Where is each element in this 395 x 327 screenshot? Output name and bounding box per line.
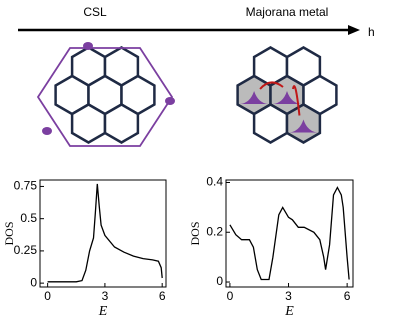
- y-axis-label: DOS: [188, 221, 202, 245]
- majorana-label: Majorana metal: [246, 5, 329, 19]
- plot-frame: [39, 179, 167, 288]
- hexagon: [103, 103, 140, 144]
- y-tick-label: 0.5: [20, 211, 37, 225]
- x-axis-label: E: [284, 304, 294, 319]
- x-tick-label: 6: [159, 289, 166, 303]
- y-tick-label: 0: [30, 275, 37, 289]
- x-tick-label: 0: [44, 289, 51, 303]
- x-tick-label: 6: [344, 289, 351, 303]
- hopping-arrow: [292, 85, 301, 116]
- field-label: h: [368, 25, 375, 39]
- x-tick-label: 3: [102, 289, 109, 303]
- hexagon: [252, 103, 289, 144]
- y-tick-label: 0.75: [14, 179, 38, 193]
- hopping-arrow: [259, 81, 284, 90]
- y-tick-label: 0.4: [206, 175, 223, 189]
- dos-curve: [229, 186, 350, 281]
- lattice-diagrams: [36, 42, 338, 147]
- majorana-bump: [240, 91, 269, 104]
- x-tick-label: 3: [285, 289, 292, 303]
- arrow-head: [348, 25, 360, 35]
- majorana-bump: [273, 91, 301, 104]
- x-axis-label: E: [98, 304, 108, 319]
- y-tick-label: 0.2: [206, 224, 223, 238]
- edge-mode: [165, 97, 175, 105]
- csl-label: CSL: [83, 5, 107, 19]
- edge-mode: [42, 127, 52, 135]
- edge-loop: [36, 47, 174, 147]
- plot-frame: [225, 179, 354, 288]
- y-tick-label: 0: [216, 274, 223, 288]
- edge-mode: [83, 42, 93, 50]
- hexagon: [70, 103, 107, 144]
- majorana-bump: [289, 119, 318, 133]
- x-tick-label: 0: [227, 289, 234, 303]
- dos-curve: [47, 183, 163, 283]
- y-axis-label: DOS: [2, 221, 16, 245]
- y-tick-label: 0.25: [14, 243, 38, 257]
